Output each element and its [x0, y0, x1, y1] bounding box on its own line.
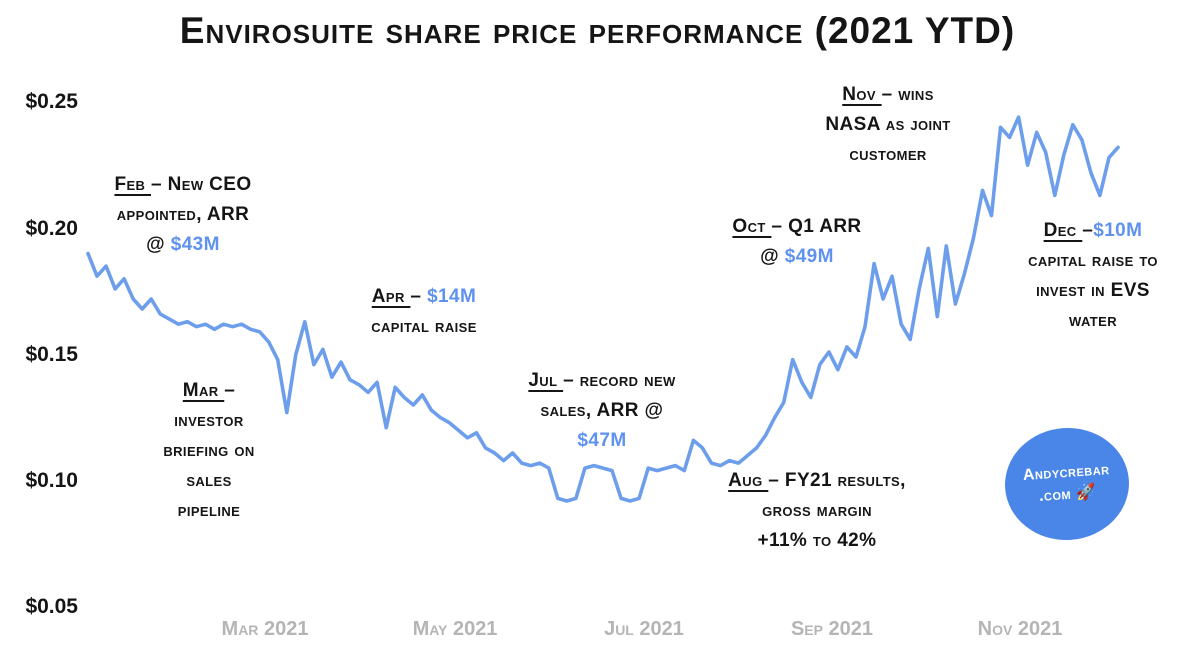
annotation-dec: Dec –$10M capital raise to invest in EVS wa… — [1028, 220, 1158, 331]
y-axis-label-3: $0.10 — [25, 469, 78, 492]
annotation-oct: Oct – Q1 ARR @ $49M — [732, 216, 862, 267]
annotation-aug: Aug – FY21 results, gross margin +11% to 4… — [728, 470, 906, 551]
annotation-nov: Nov – wins NASA as joint customer — [825, 84, 951, 165]
watermark-text-2: .com 🚀 — [1038, 483, 1097, 505]
y-axis-label-2: $0.15 — [25, 343, 78, 366]
watermark-text-1: Andycrebar — [1022, 461, 1111, 485]
chart-title: Envirosuite share price performance (202… — [179, 10, 1016, 51]
annotation-feb: Feb – New CEO appointed, ARR @ $43M — [114, 174, 252, 255]
x-axis-label-1: May 2021 — [412, 618, 498, 640]
price-line — [86, 115, 1120, 503]
annotation-apr: Apr – $14M capital raise — [371, 286, 477, 337]
x-axis-label-0: Mar 2021 — [221, 618, 309, 640]
x-axis-label-3: Sep 2021 — [790, 618, 874, 640]
x-axis-label-4: Nov 2021 — [977, 618, 1063, 640]
y-axis-label-1: $0.20 — [25, 217, 78, 240]
annotation-mar: Mar – investor briefing on sales pipeline — [163, 380, 255, 521]
y-axis-label-4: $0.05 — [25, 595, 78, 618]
y-axis-label-0: $0.25 — [25, 90, 78, 113]
rocket-icon: 🚀 — [1075, 483, 1097, 503]
annotation-jul: Jul – record new sales, ARR @ $47M — [528, 370, 676, 451]
x-axis-label-2: Jul 2021 — [604, 618, 684, 640]
